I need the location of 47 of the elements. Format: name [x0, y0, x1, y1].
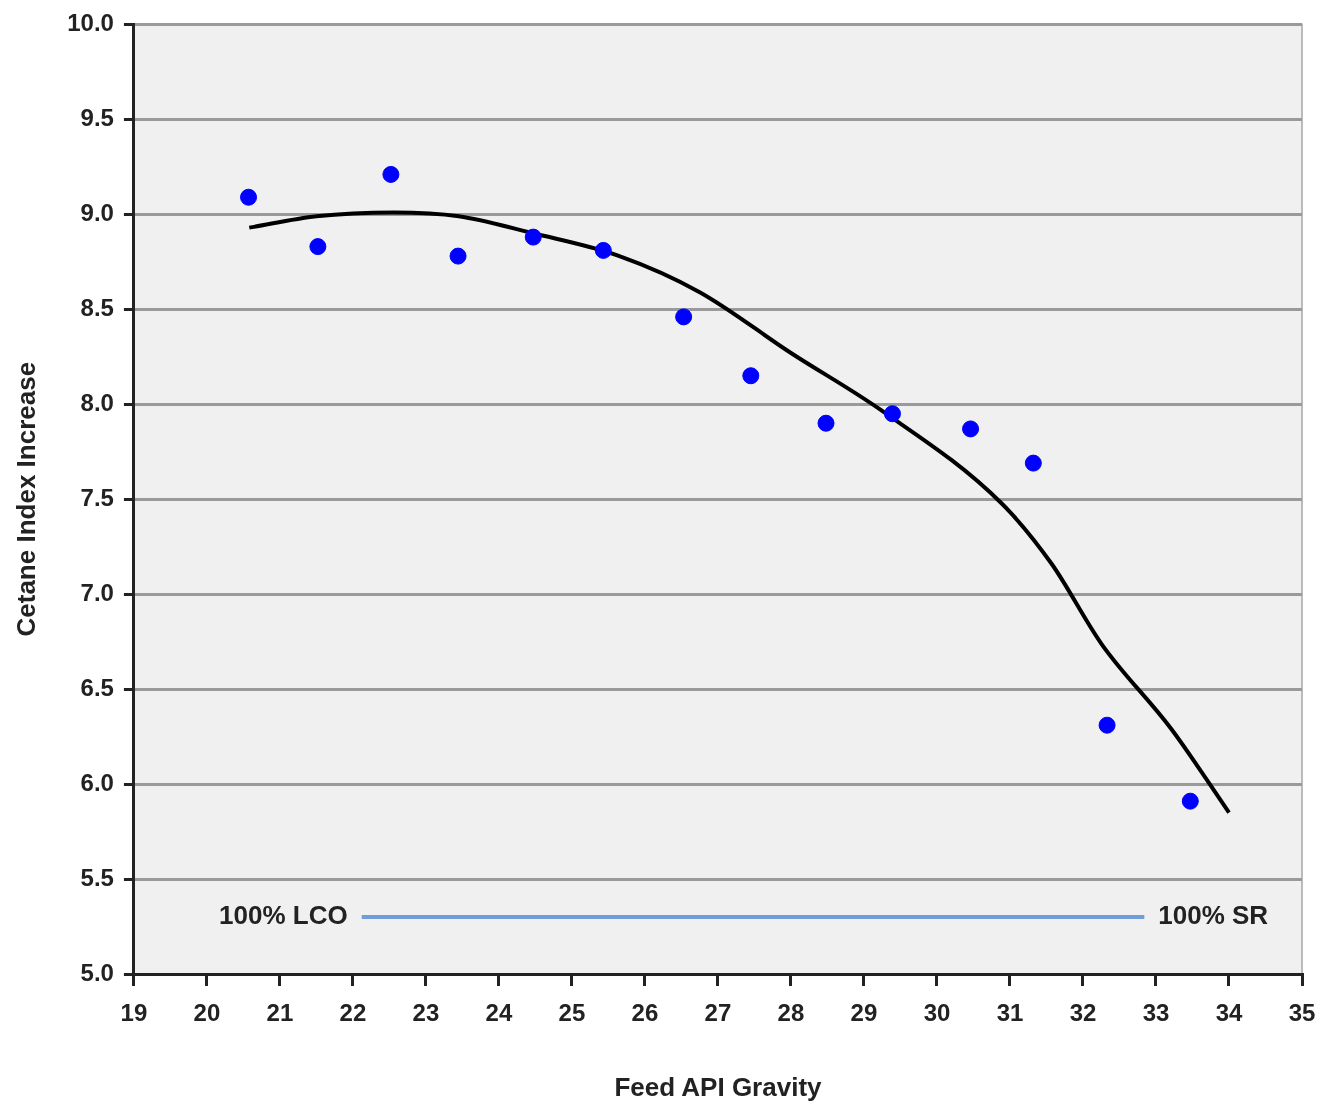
point [449, 247, 467, 265]
x-tick-label: 25 [558, 999, 586, 1027]
x-tick-label: 22 [339, 999, 367, 1027]
x-tick-label: 19 [120, 999, 148, 1027]
line-series [247, 210, 1231, 815]
x-tick-label: 31 [996, 999, 1024, 1027]
annotation: 100% SR [1158, 900, 1269, 931]
y-tick-label: 6.0 [80, 768, 114, 796]
x-axis-title: Feed API Gravity [614, 1071, 823, 1102]
x-tick-label: 27 [704, 999, 732, 1027]
y-tick-label: 9.0 [80, 198, 114, 226]
x-tick-label: 28 [777, 999, 805, 1027]
y-tick-label: 6.5 [80, 673, 114, 701]
point [594, 241, 612, 259]
x-tick-label: 33 [1142, 999, 1170, 1027]
y-tick-label: 5.5 [80, 863, 114, 891]
y-tick-label: 8.5 [80, 293, 114, 321]
point [1181, 792, 1199, 810]
x-tick-label: 35 [1288, 999, 1316, 1027]
y-tick-label: 10.0 [67, 9, 114, 37]
x-tick-label: 34 [1215, 999, 1243, 1027]
y-tick-label: 5.0 [80, 958, 114, 986]
point [524, 228, 542, 246]
x-tick-label: 23 [412, 999, 440, 1027]
x-tick-label: 21 [266, 999, 294, 1027]
x-tick-label: 32 [1069, 999, 1097, 1027]
x-tick-label: 26 [631, 999, 659, 1027]
point [962, 420, 980, 438]
point [1024, 454, 1042, 472]
y-tick-label: 7.0 [80, 578, 114, 606]
point [742, 367, 760, 385]
x-tick-label: 30 [923, 999, 951, 1027]
y-axis-title: Cetane Index Increase [10, 361, 41, 637]
y-tick-label: 7.5 [80, 483, 114, 511]
x-tick-label: 20 [193, 999, 221, 1027]
point [883, 405, 901, 423]
point [675, 308, 693, 326]
y-tick-label: 8.0 [80, 388, 114, 416]
x-tick-label: 29 [850, 999, 878, 1027]
point [1098, 716, 1116, 734]
y-tick-label: 9.5 [80, 103, 114, 131]
point [309, 238, 327, 256]
point [382, 165, 400, 183]
point [817, 414, 835, 432]
point [240, 188, 258, 206]
annotation: 100% LCO [219, 900, 348, 931]
x-tick-label: 24 [485, 999, 513, 1027]
